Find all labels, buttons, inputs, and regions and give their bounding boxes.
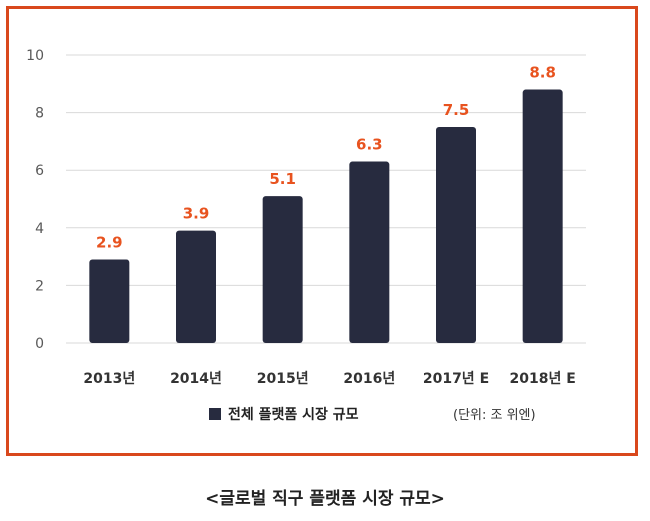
y-axis-ticks: 0 2 4 6 8 10 bbox=[26, 48, 44, 352]
x-tick-label: 2018년 E bbox=[510, 371, 576, 387]
bar bbox=[436, 127, 476, 343]
bar bbox=[349, 161, 390, 343]
y-tick-label: 0 bbox=[35, 336, 44, 352]
data-label: 2.9 bbox=[96, 233, 123, 251]
data-label: 3.9 bbox=[183, 205, 210, 223]
legend-swatch bbox=[209, 408, 221, 420]
data-label: 7.5 bbox=[443, 101, 470, 119]
y-tick-label: 2 bbox=[35, 278, 44, 294]
data-label: 5.1 bbox=[269, 170, 296, 188]
x-axis-ticks: 2013년 2014년 2015년 2016년 2017년 E 2018년 E bbox=[83, 371, 575, 387]
bar bbox=[89, 259, 130, 343]
x-tick-label: 2013년 bbox=[83, 371, 135, 387]
bar bbox=[522, 89, 563, 343]
x-tick-label: 2014년 bbox=[170, 371, 222, 387]
data-label: 6.3 bbox=[356, 136, 383, 154]
legend-label: 전체 플랫폼 시장 규모 bbox=[228, 406, 359, 423]
y-tick-label: 6 bbox=[35, 163, 44, 179]
x-tick-label: 2016년 bbox=[343, 371, 395, 387]
chart-caption: <글로벌 직구 플랫폼 시장 규모> bbox=[205, 489, 445, 509]
bar bbox=[262, 196, 303, 343]
bar bbox=[176, 230, 216, 343]
y-tick-label: 4 bbox=[35, 221, 44, 237]
grid-lines bbox=[66, 54, 586, 344]
x-tick-label: 2017년 E bbox=[423, 371, 489, 387]
y-tick-label: 10 bbox=[26, 48, 44, 64]
bars bbox=[89, 89, 563, 343]
legend: 전체 플랫폼 시장 규모 bbox=[209, 406, 359, 423]
data-labels: 2.9 3.9 5.1 6.3 7.5 8.8 bbox=[96, 64, 556, 252]
data-label: 8.8 bbox=[529, 64, 556, 82]
x-tick-label: 2015년 bbox=[257, 371, 309, 387]
y-tick-label: 8 bbox=[35, 106, 44, 122]
unit-note: (단위: 조 위엔) bbox=[453, 408, 536, 423]
